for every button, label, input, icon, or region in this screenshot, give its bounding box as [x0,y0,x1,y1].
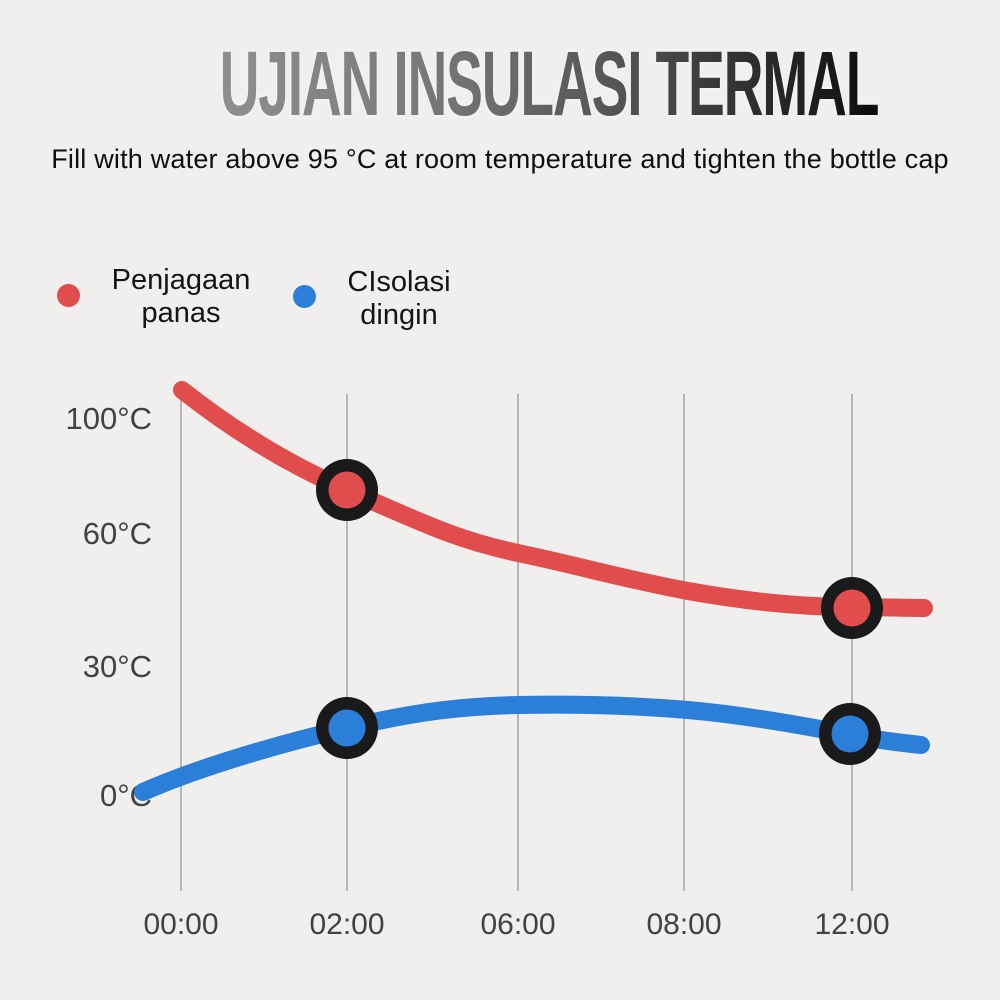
legend-label-cold: CIsolasi dingin [329,266,469,332]
legend-label-hot-line1: Penjagaan [111,264,251,296]
legend-label-hot-line2: panas [141,297,221,329]
cold-series-dot-icon [293,285,316,308]
data-point-markers [316,459,883,765]
x-tick-label: 00:00 [143,908,218,941]
marker-core [328,709,366,747]
marker-core [833,589,871,627]
x-tick-label: 12:00 [814,908,889,941]
marker-core [831,715,869,753]
subtitle: Fill with water above 95 °C at room temp… [51,144,949,174]
x-tick-label: 06:00 [480,908,555,941]
gridlines [180,394,853,891]
hot-series-line [173,381,933,617]
y-tick-label: 100°C [65,401,152,436]
cold-marker-0200 [316,697,378,759]
legend-label-hot: Penjagaan panas [101,264,261,330]
hot-marker-0200 [316,459,378,521]
hot-marker-1200 [821,577,883,639]
cold-marker-1200 [819,703,881,765]
x-axis-labels: 00:00 02:00 06:00 08:00 12:00 [143,908,889,941]
header: UJIAN INSULASI TERMAL [0,38,1000,130]
legend-label-cold-line2: dingin [360,299,438,331]
x-tick-label: 08:00 [646,908,721,941]
y-tick-label: 30°C [83,649,152,684]
cold-series-line [134,695,930,801]
legend-label-cold-line1: CIsolasi [347,266,451,298]
y-axis-labels: 100°C 60°C 30°C 0°C [65,401,152,813]
y-tick-label: 60°C [83,516,152,551]
hot-series-dot-icon [57,284,80,307]
x-tick-label: 02:00 [309,908,384,941]
marker-core [328,471,366,509]
page-title: UJIAN INSULASI TERMAL [219,33,880,135]
